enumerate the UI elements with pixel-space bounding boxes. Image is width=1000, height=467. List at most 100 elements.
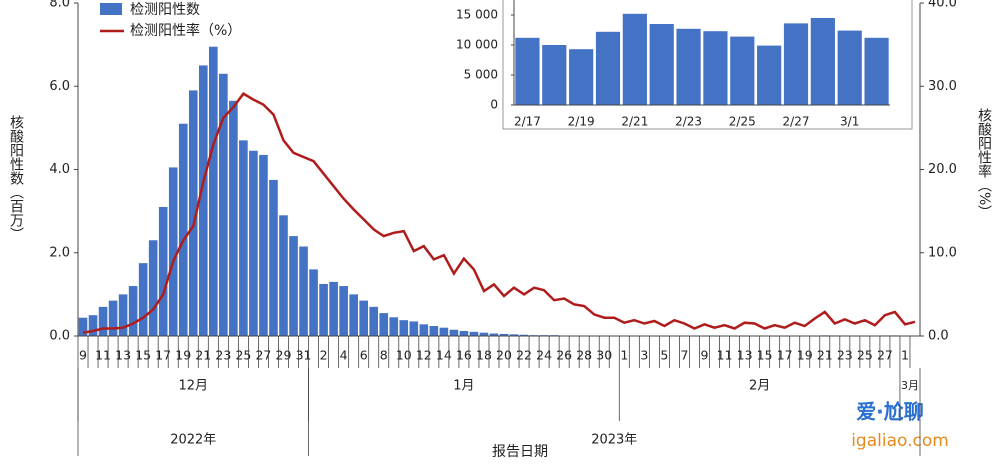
x-tick-label: 3	[640, 348, 648, 363]
inset-y-tick-label: 5 000	[464, 68, 498, 82]
x-tick-label: 22	[516, 348, 532, 363]
bar	[158, 206, 168, 336]
bar	[279, 215, 288, 336]
bar	[78, 317, 88, 336]
x-tick-label: 29	[276, 348, 292, 363]
bar	[138, 263, 148, 336]
inset-bar	[622, 13, 647, 105]
inset-x-tick-label: 2/27	[783, 115, 810, 129]
year-label: 2023年	[591, 433, 637, 448]
x-tick-label: 24	[536, 348, 552, 363]
x-tick-label: 6	[360, 348, 368, 363]
inset-y-tick-label: 15 000	[456, 8, 498, 22]
x-tick-label: 23	[837, 348, 853, 363]
bar	[399, 320, 409, 336]
legend-swatch	[100, 3, 122, 15]
bar	[419, 324, 429, 336]
x-tick-label: 17	[155, 348, 171, 363]
inset-bar	[569, 49, 594, 105]
inset-bar	[864, 37, 889, 105]
x-tick-label: 21	[195, 348, 211, 363]
inset-bar	[676, 28, 701, 105]
bar	[469, 331, 479, 336]
bar	[479, 332, 489, 336]
x-tick-label: 14	[436, 348, 452, 363]
bar	[459, 331, 469, 336]
x-tick-label: 7	[680, 348, 688, 363]
inset-bar	[837, 30, 862, 106]
bar	[148, 240, 158, 336]
bar	[118, 294, 128, 336]
legend-label: 检测阳性率（%）	[130, 22, 241, 39]
x-tick-label: 5	[660, 348, 668, 363]
x-tick-label: 2	[320, 348, 328, 363]
bar	[319, 283, 328, 336]
bar	[519, 334, 529, 336]
month-label: 3月	[901, 379, 919, 392]
x-tick-label: 25	[235, 348, 251, 363]
inset-y-tick-label: 10 000	[456, 38, 498, 52]
inset-bar	[515, 37, 540, 105]
year-label: 2022年	[170, 433, 216, 448]
x-tick-label: 9	[701, 348, 709, 363]
bar	[108, 300, 118, 336]
bar	[88, 315, 98, 336]
x-tick-label: 19	[175, 348, 191, 363]
x-tick-label: 31	[296, 348, 312, 363]
bar	[409, 321, 419, 336]
bar	[389, 317, 399, 336]
x-tick-label: 10	[396, 348, 412, 363]
inset-x-tick-label: 2/21	[621, 115, 648, 129]
x-tick-label: 13	[737, 348, 753, 363]
x-tick-label: 11	[95, 348, 111, 363]
inset-bar	[595, 31, 621, 105]
bar	[349, 294, 358, 336]
x-tick-label: 25	[857, 348, 873, 363]
x-tick-label: 4	[340, 348, 348, 363]
inset-bar	[649, 24, 674, 105]
bar	[219, 73, 228, 336]
bar	[449, 329, 459, 336]
bar	[198, 65, 208, 336]
x-tick-label: 1	[901, 348, 909, 363]
y2-tick-label: 40.0	[928, 0, 957, 11]
watermark-url: igaliao.com	[851, 431, 949, 451]
bar	[168, 167, 178, 336]
x-tick-label: 21	[817, 348, 833, 363]
bar	[429, 326, 439, 336]
x-tick-label: 23	[215, 348, 231, 363]
x-tick-label: 20	[496, 348, 512, 363]
x-tick-label: 19	[797, 348, 813, 363]
bar	[509, 334, 519, 336]
watermark-title: 爱·尬聊	[856, 400, 924, 424]
bar	[369, 306, 379, 336]
bar	[249, 150, 258, 336]
y-tick-label: 4.0	[49, 162, 70, 177]
inset-bar	[810, 18, 835, 105]
month-label: 12月	[179, 379, 209, 394]
y2-tick-label: 30.0	[928, 79, 957, 94]
inset-y-tick-label: 0	[490, 98, 498, 112]
x-tick-label: 9	[79, 348, 87, 363]
inset-bar	[703, 31, 728, 106]
bar	[239, 140, 248, 336]
x-tick-label: 30	[596, 348, 612, 363]
y2-tick-label: 20.0	[928, 162, 957, 177]
x-tick-label: 1	[620, 348, 628, 363]
bar	[359, 300, 368, 336]
bar	[128, 286, 138, 336]
x-tick-label: 12	[416, 348, 432, 363]
bar	[329, 281, 338, 336]
x-tick-label: 28	[576, 348, 592, 363]
inset-x-tick-label: 2/25	[729, 115, 756, 129]
x-tick-label: 26	[556, 348, 572, 363]
bar	[339, 286, 348, 336]
x-tick-label: 27	[877, 348, 893, 363]
inset-x-tick-label: 2/19	[568, 115, 595, 129]
bar	[178, 123, 188, 337]
y-tick-label: 6.0	[49, 79, 70, 94]
bar	[439, 327, 449, 336]
inset-x-tick-label: 2/23	[675, 115, 702, 129]
